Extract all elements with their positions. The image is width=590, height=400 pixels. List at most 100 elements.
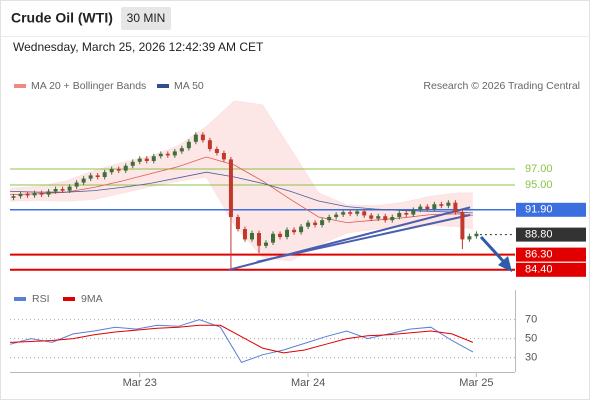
arrow-shaft — [479, 235, 506, 264]
candle-body — [460, 212, 465, 240]
candle-body — [439, 204, 444, 206]
candle-body — [242, 229, 247, 240]
candle-body — [383, 216, 388, 221]
interval: 30 MIN — [127, 11, 166, 25]
x-tick-label: Mar 25 — [459, 377, 493, 389]
candle-body — [67, 186, 72, 191]
candle-body — [214, 149, 219, 153]
candle-body — [397, 213, 402, 217]
candle-body — [102, 172, 107, 177]
candle-body — [158, 153, 163, 157]
candle-body — [376, 216, 381, 219]
candle-body — [179, 148, 184, 152]
candle-body — [390, 217, 395, 221]
candle-body — [411, 209, 416, 215]
legend-label: RSI — [32, 293, 50, 305]
level-label: 97.00 — [525, 163, 553, 175]
candle-body — [53, 189, 58, 192]
level-label: 95.00 — [525, 179, 553, 191]
rsi-tick-label: 70 — [525, 314, 537, 326]
candle-body — [453, 202, 458, 213]
candle-body — [256, 233, 261, 246]
candle-body — [11, 196, 16, 198]
candle-body — [306, 222, 311, 227]
candle-body — [116, 169, 121, 171]
candle-body — [228, 159, 233, 217]
candle-body — [81, 178, 86, 183]
candle-body — [172, 151, 177, 156]
candle-body — [446, 202, 451, 206]
band-edge — [9, 176, 473, 262]
candle-body — [221, 153, 226, 160]
interval-badge — [121, 7, 171, 30]
candle-body — [46, 191, 51, 195]
candle-body — [334, 214, 339, 217]
candle-body — [327, 217, 332, 221]
candle-body — [151, 156, 156, 161]
level-label-box — [516, 227, 586, 242]
legend-label: MA 20 + Bollinger Bands — [31, 80, 146, 92]
candle-body — [348, 212, 353, 214]
legend-swatch — [157, 84, 169, 88]
candle-body — [249, 233, 254, 240]
ma-line — [9, 171, 473, 214]
candle-body — [32, 193, 37, 196]
level-label-box — [516, 262, 586, 277]
level-label-box — [516, 247, 586, 262]
candle-body — [186, 141, 191, 149]
candle-body — [341, 212, 346, 215]
band-fill — [10, 101, 473, 261]
candle-body — [355, 211, 360, 214]
candle-body — [109, 169, 114, 173]
title: Crude Oil (WTI) — [11, 10, 113, 26]
candle-body — [95, 175, 100, 177]
legend-label: 9MA — [81, 293, 103, 305]
candle-body — [404, 213, 409, 215]
legend-swatch — [14, 84, 26, 88]
rsi-tick-label: 50 — [525, 333, 537, 345]
legend-swatch — [63, 297, 75, 301]
candle-body — [292, 229, 297, 233]
level-label: 86.30 — [525, 249, 553, 261]
level-label-box — [516, 202, 586, 217]
candle-body — [88, 175, 93, 179]
candle-body — [320, 220, 325, 225]
candle-body — [271, 233, 276, 243]
candle-body — [25, 193, 30, 196]
rsi-line — [9, 319, 474, 364]
legend-label: MA 50 — [174, 80, 204, 92]
candle-body — [264, 242, 269, 246]
candle-body — [432, 204, 437, 209]
candle-body — [474, 233, 479, 237]
candle-body — [299, 226, 304, 233]
level-label: 88.80 — [525, 229, 553, 241]
credit: Research © 2026 Trading Central — [423, 80, 580, 92]
arrow-head — [498, 256, 512, 272]
candle-body — [130, 161, 135, 166]
candle-body — [425, 206, 430, 209]
candle-body — [313, 222, 318, 225]
candle-body — [137, 158, 142, 162]
candle-body — [285, 229, 290, 237]
candle-body — [467, 236, 472, 240]
arrow — [479, 235, 512, 272]
x-tick-label: Mar 23 — [123, 377, 157, 389]
ma-line — [9, 156, 473, 224]
candle-body — [418, 206, 423, 210]
candle-body — [18, 193, 23, 197]
candle-body — [200, 134, 205, 141]
candle-body — [207, 140, 212, 149]
level-label: 91.90 — [525, 204, 553, 216]
rsi-line — [9, 324, 474, 354]
candle-body — [362, 211, 367, 216]
rsi-tick-label: 30 — [525, 352, 537, 364]
timestamp: Wednesday, March 25, 2026 12:42:39 AM CE… — [13, 40, 264, 54]
candle-body — [278, 233, 283, 237]
candle-body — [74, 182, 79, 187]
band-edge — [9, 100, 473, 207]
candle-body — [193, 134, 198, 142]
trendline — [256, 214, 471, 263]
candle-body — [123, 165, 128, 171]
candle-body — [39, 193, 44, 195]
